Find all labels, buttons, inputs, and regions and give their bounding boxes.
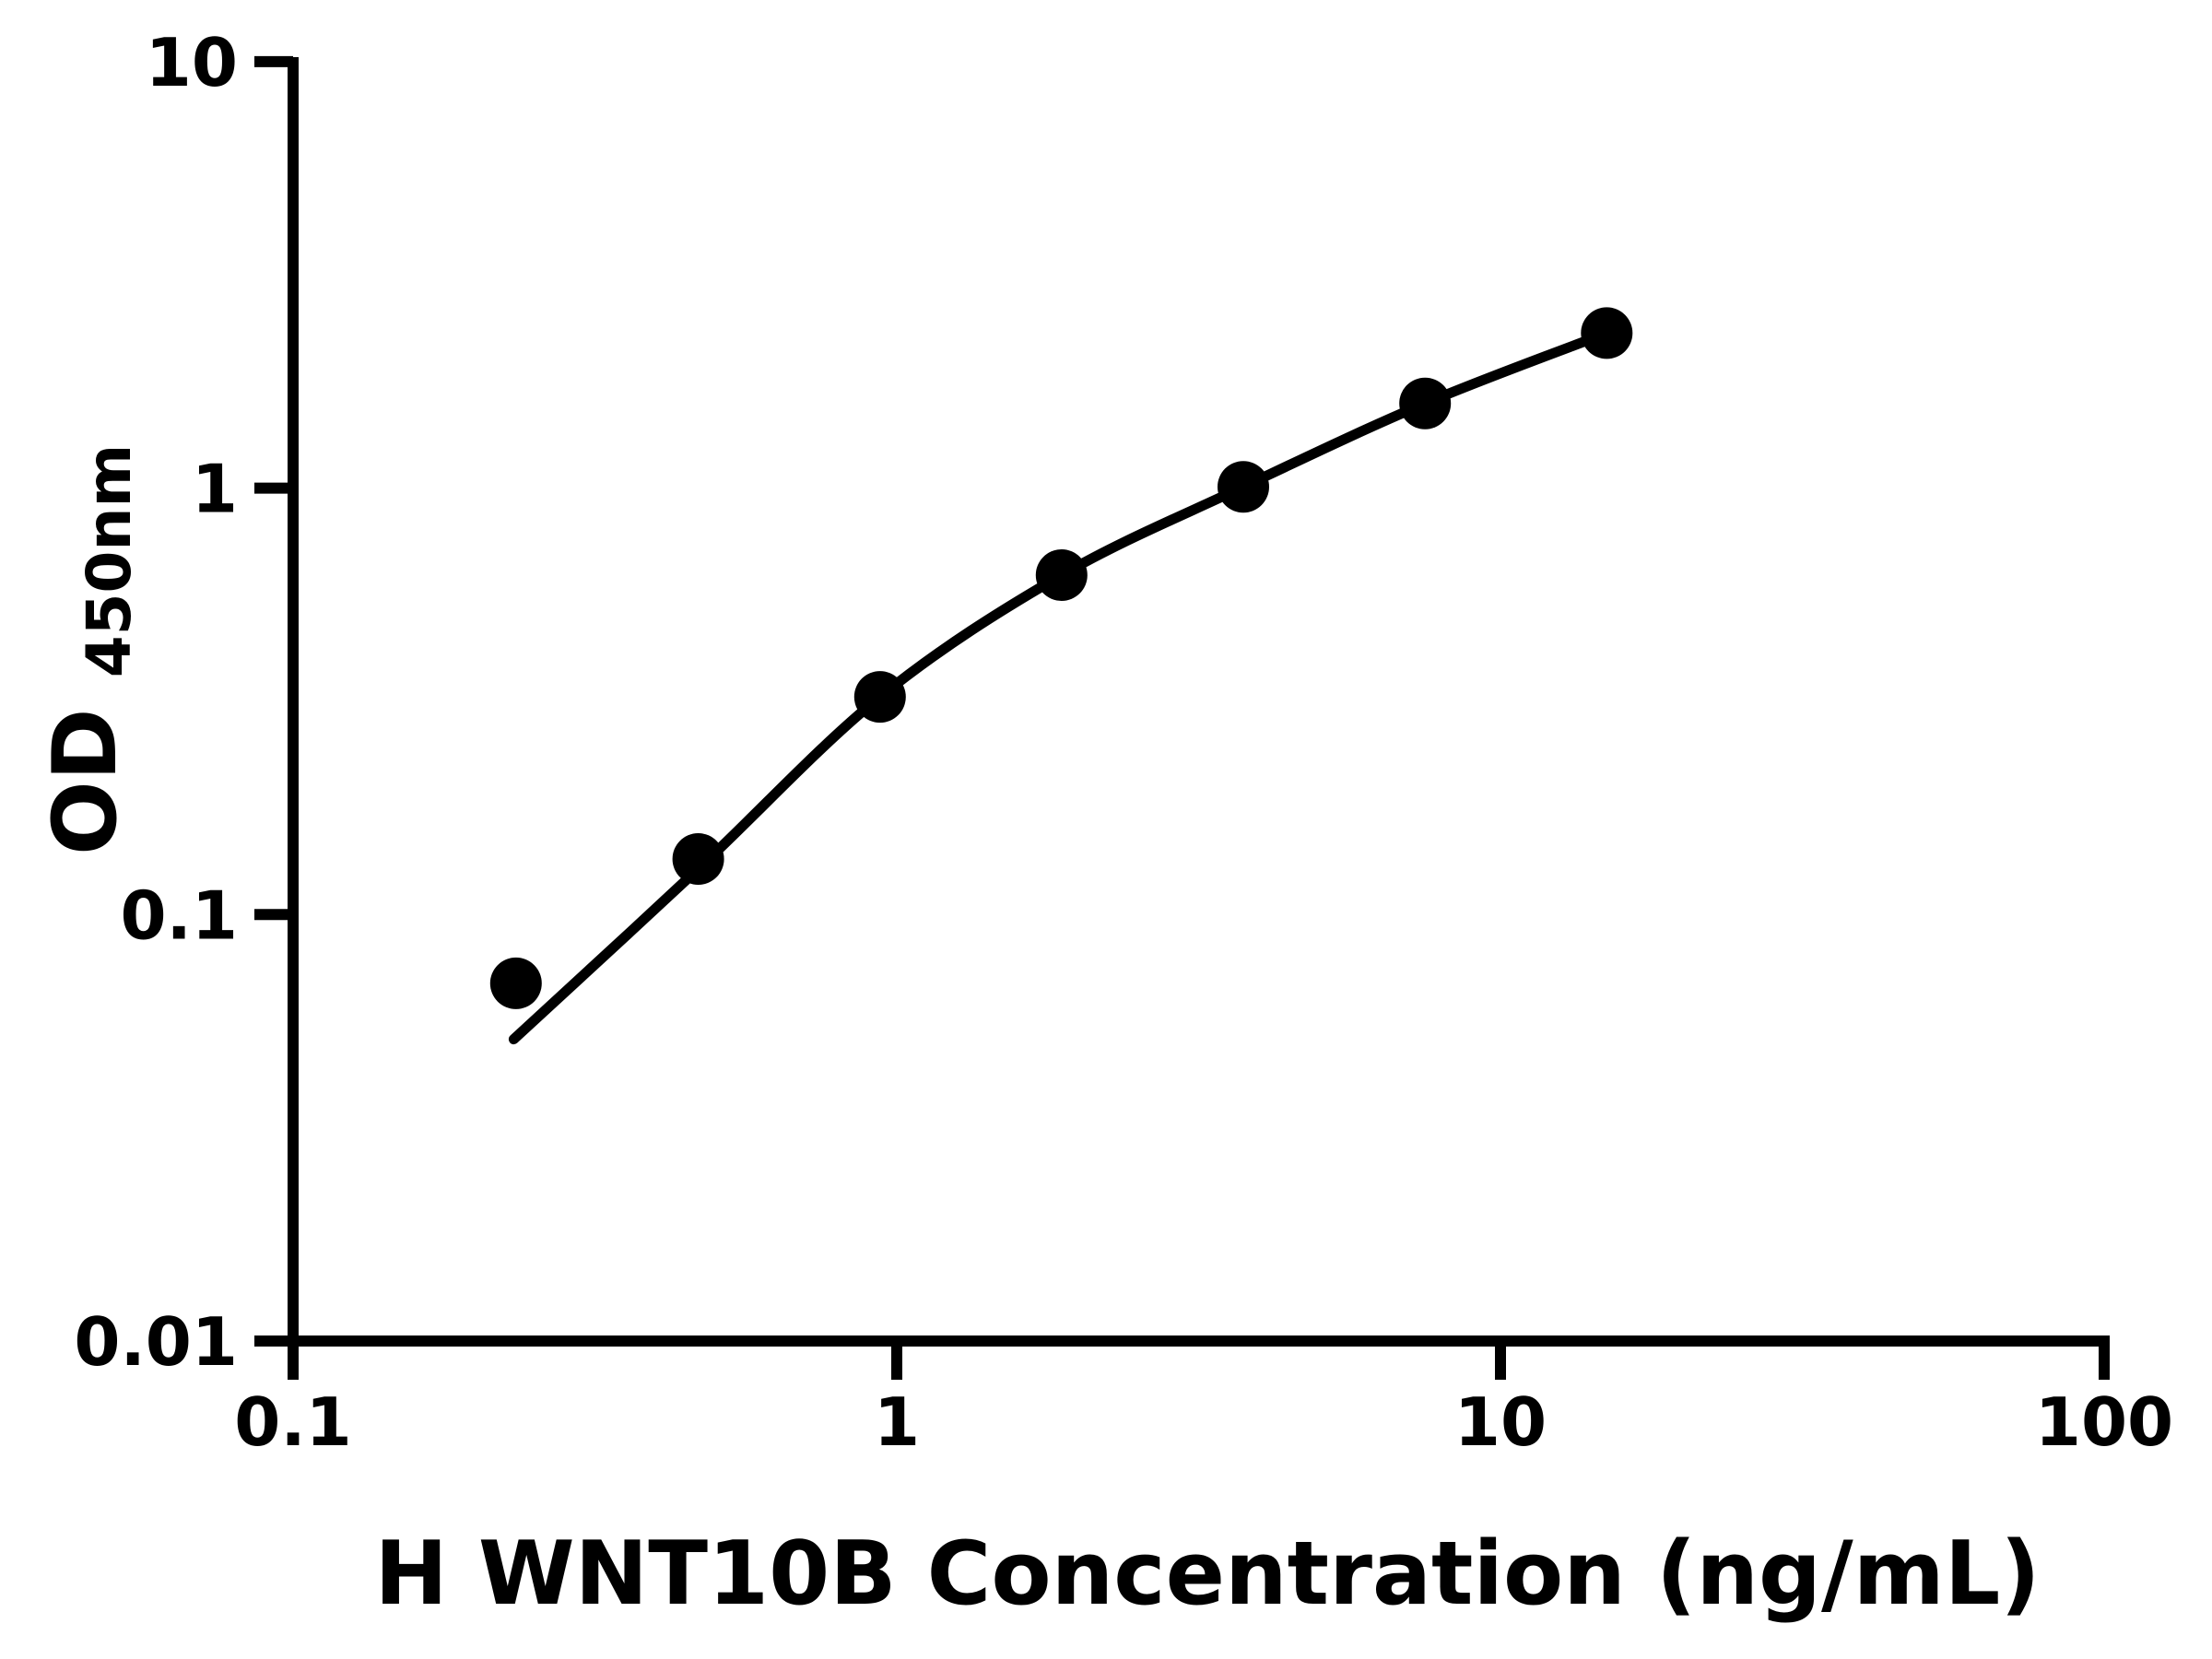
x-axis-tick-labels: 0.1 1 10 100 [234,1383,2173,1461]
x-tick-label: 100 [2035,1383,2173,1461]
y-axis-title-subscript: 450nm [74,444,145,678]
y-tick-label: 0.01 [74,1303,238,1381]
y-axis-ticks [254,55,293,1347]
y-tick-label: 0.1 [120,877,238,954]
fit-curve [508,327,1612,1045]
data-point [1399,377,1452,429]
data-point [1035,549,1088,601]
data-point [489,957,542,1009]
data-points [489,307,1633,1009]
x-axis-title: H WNT10B Concentration (ng/mL) [374,1524,2040,1625]
x-tick-label: 0.1 [234,1383,352,1461]
data-point [853,671,906,724]
data-point [1218,461,1269,513]
y-axis-tick-labels: 0.01 0.1 1 10 [74,24,238,1381]
y-tick-label: 10 [146,24,238,101]
data-point [672,833,724,885]
fit-curve-path [508,327,1612,1045]
x-axis-ticks [288,1341,2110,1380]
x-tick-label: 10 [1454,1383,1547,1461]
y-axis-title: OD 450nm [35,444,145,855]
y-tick-label: 1 [192,451,238,528]
y-axis-title-main: OD [35,708,136,855]
x-tick-label: 1 [874,1383,920,1461]
data-point [1581,307,1633,359]
